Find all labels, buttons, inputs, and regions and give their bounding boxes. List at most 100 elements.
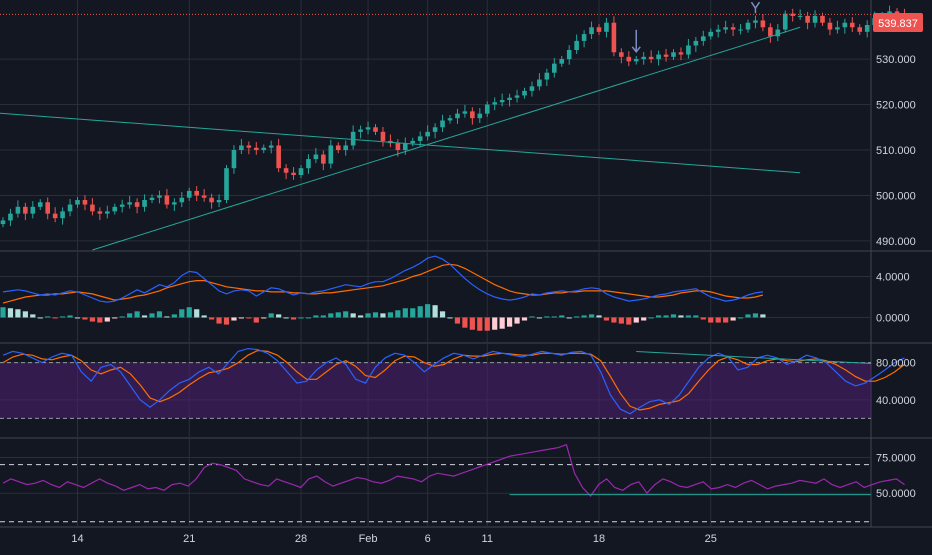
- candle[interactable]: [604, 17, 609, 38]
- candle[interactable]: [0, 217, 6, 228]
- candle[interactable]: [544, 68, 550, 86]
- candle[interactable]: [820, 12, 825, 26]
- candle[interactable]: [90, 198, 95, 216]
- candle[interactable]: [619, 48, 624, 64]
- candle[interactable]: [827, 17, 833, 36]
- candle[interactable]: [656, 50, 661, 66]
- candle[interactable]: [45, 197, 50, 220]
- candle[interactable]: [850, 17, 855, 33]
- candle[interactable]: [186, 187, 192, 201]
- candle[interactable]: [313, 148, 319, 164]
- candle[interactable]: [477, 108, 483, 123]
- candle[interactable]: [484, 101, 490, 117]
- candle[interactable]: [112, 203, 118, 215]
- candle[interactable]: [708, 28, 714, 40]
- price-pane[interactable]: [0, 1, 907, 251]
- candle[interactable]: [835, 20, 840, 34]
- candle[interactable]: [701, 30, 706, 46]
- candle[interactable]: [142, 194, 147, 212]
- candle[interactable]: [678, 47, 684, 61]
- candle[interactable]: [127, 195, 132, 209]
- trendline[interactable]: [0, 107, 801, 174]
- candle[interactable]: [8, 208, 13, 227]
- candle[interactable]: [268, 140, 274, 154]
- candle[interactable]: [552, 58, 557, 78]
- candle[interactable]: [149, 194, 155, 204]
- candle[interactable]: [261, 144, 267, 154]
- candle[interactable]: [440, 114, 445, 133]
- trendline[interactable]: [92, 26, 801, 251]
- candle[interactable]: [581, 30, 587, 48]
- candle[interactable]: [306, 154, 311, 174]
- candle[interactable]: [350, 125, 356, 150]
- candle[interactable]: [30, 201, 36, 219]
- candle[interactable]: [499, 93, 505, 107]
- candle[interactable]: [663, 48, 669, 62]
- candle[interactable]: [753, 15, 758, 29]
- candle[interactable]: [723, 20, 728, 34]
- candle[interactable]: [60, 207, 65, 225]
- candle[interactable]: [134, 198, 140, 214]
- candle[interactable]: [119, 199, 125, 213]
- candle[interactable]: [641, 52, 646, 65]
- candle[interactable]: [797, 9, 803, 20]
- candle[interactable]: [492, 97, 497, 111]
- candle[interactable]: [380, 127, 386, 147]
- candle[interactable]: [105, 205, 110, 219]
- candle[interactable]: [671, 49, 676, 60]
- candle[interactable]: [276, 139, 281, 173]
- candle[interactable]: [194, 186, 199, 202]
- candle[interactable]: [529, 81, 535, 97]
- candle[interactable]: [365, 121, 371, 135]
- candle[interactable]: [626, 51, 632, 67]
- candle[interactable]: [335, 142, 341, 154]
- candle[interactable]: [343, 140, 348, 156]
- candle[interactable]: [283, 164, 289, 180]
- candle[interactable]: [23, 202, 28, 221]
- candle[interactable]: [298, 165, 304, 179]
- candle[interactable]: [812, 10, 818, 28]
- candle[interactable]: [75, 196, 80, 208]
- candle[interactable]: [157, 190, 162, 204]
- candle[interactable]: [224, 165, 229, 204]
- candle[interactable]: [164, 189, 170, 209]
- candle[interactable]: [462, 104, 468, 118]
- candle[interactable]: [432, 123, 438, 139]
- candle[interactable]: [425, 125, 430, 141]
- candle[interactable]: [216, 194, 222, 208]
- candle[interactable]: [589, 21, 594, 39]
- candle[interactable]: [574, 34, 579, 54]
- candle[interactable]: [507, 93, 512, 107]
- candle[interactable]: [768, 23, 773, 43]
- candle[interactable]: [566, 45, 572, 65]
- candle[interactable]: [37, 199, 43, 210]
- candle[interactable]: [246, 141, 252, 155]
- candle[interactable]: [730, 23, 736, 36]
- candle[interactable]: [254, 142, 259, 155]
- candle[interactable]: [782, 10, 788, 33]
- rsi-pane[interactable]: [0, 443, 905, 523]
- macd-pane[interactable]: [0, 255, 766, 331]
- candle[interactable]: [559, 55, 565, 67]
- candle[interactable]: [470, 107, 475, 125]
- candle[interactable]: [857, 24, 863, 35]
- candle[interactable]: [633, 55, 639, 65]
- candle[interactable]: [373, 124, 378, 135]
- candle[interactable]: [239, 139, 244, 154]
- candle[interactable]: [715, 24, 721, 38]
- candle[interactable]: [15, 200, 21, 218]
- candle[interactable]: [328, 139, 334, 169]
- candle[interactable]: [291, 167, 296, 180]
- candle[interactable]: [686, 39, 691, 59]
- candle[interactable]: [514, 89, 520, 103]
- candle[interactable]: [172, 198, 177, 211]
- candle[interactable]: [648, 50, 654, 64]
- candle[interactable]: [760, 14, 766, 32]
- candle[interactable]: [410, 137, 416, 147]
- candle[interactable]: [67, 198, 73, 217]
- candle[interactable]: [358, 125, 363, 139]
- candle[interactable]: [522, 87, 527, 99]
- candle[interactable]: [738, 23, 743, 35]
- candle[interactable]: [693, 36, 699, 52]
